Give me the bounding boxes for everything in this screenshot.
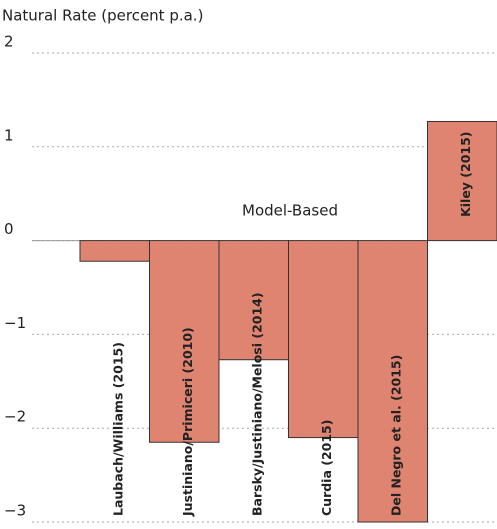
bar xyxy=(79,240,150,262)
bar-label: Del Negro et al. (2015) xyxy=(388,355,403,516)
y-tick-label: −1 xyxy=(4,314,26,332)
bar-label: Barsky/Justiniano/Melosi (2014) xyxy=(249,292,264,516)
bar xyxy=(427,120,497,242)
bar-label: Justiniano/Primiceri (2010) xyxy=(180,327,195,517)
bar xyxy=(288,240,359,439)
bar xyxy=(149,240,220,443)
y-tick-label: 0 xyxy=(4,220,14,238)
chart-title: Natural Rate (percent p.a.) xyxy=(2,7,203,25)
y-tick-label: 2 xyxy=(4,33,14,51)
bar xyxy=(357,240,428,523)
bar xyxy=(218,240,289,361)
annotation: Model-Based xyxy=(242,202,338,220)
bar-label: Kiley (2015) xyxy=(458,131,473,216)
y-tick-label: 1 xyxy=(4,126,14,144)
y-tick-label: −3 xyxy=(4,502,26,520)
bar-label: Curdia (2015) xyxy=(319,420,334,516)
bar-label: Laubach/Williams (2015) xyxy=(110,342,125,516)
y-tick-label: −2 xyxy=(4,408,26,426)
